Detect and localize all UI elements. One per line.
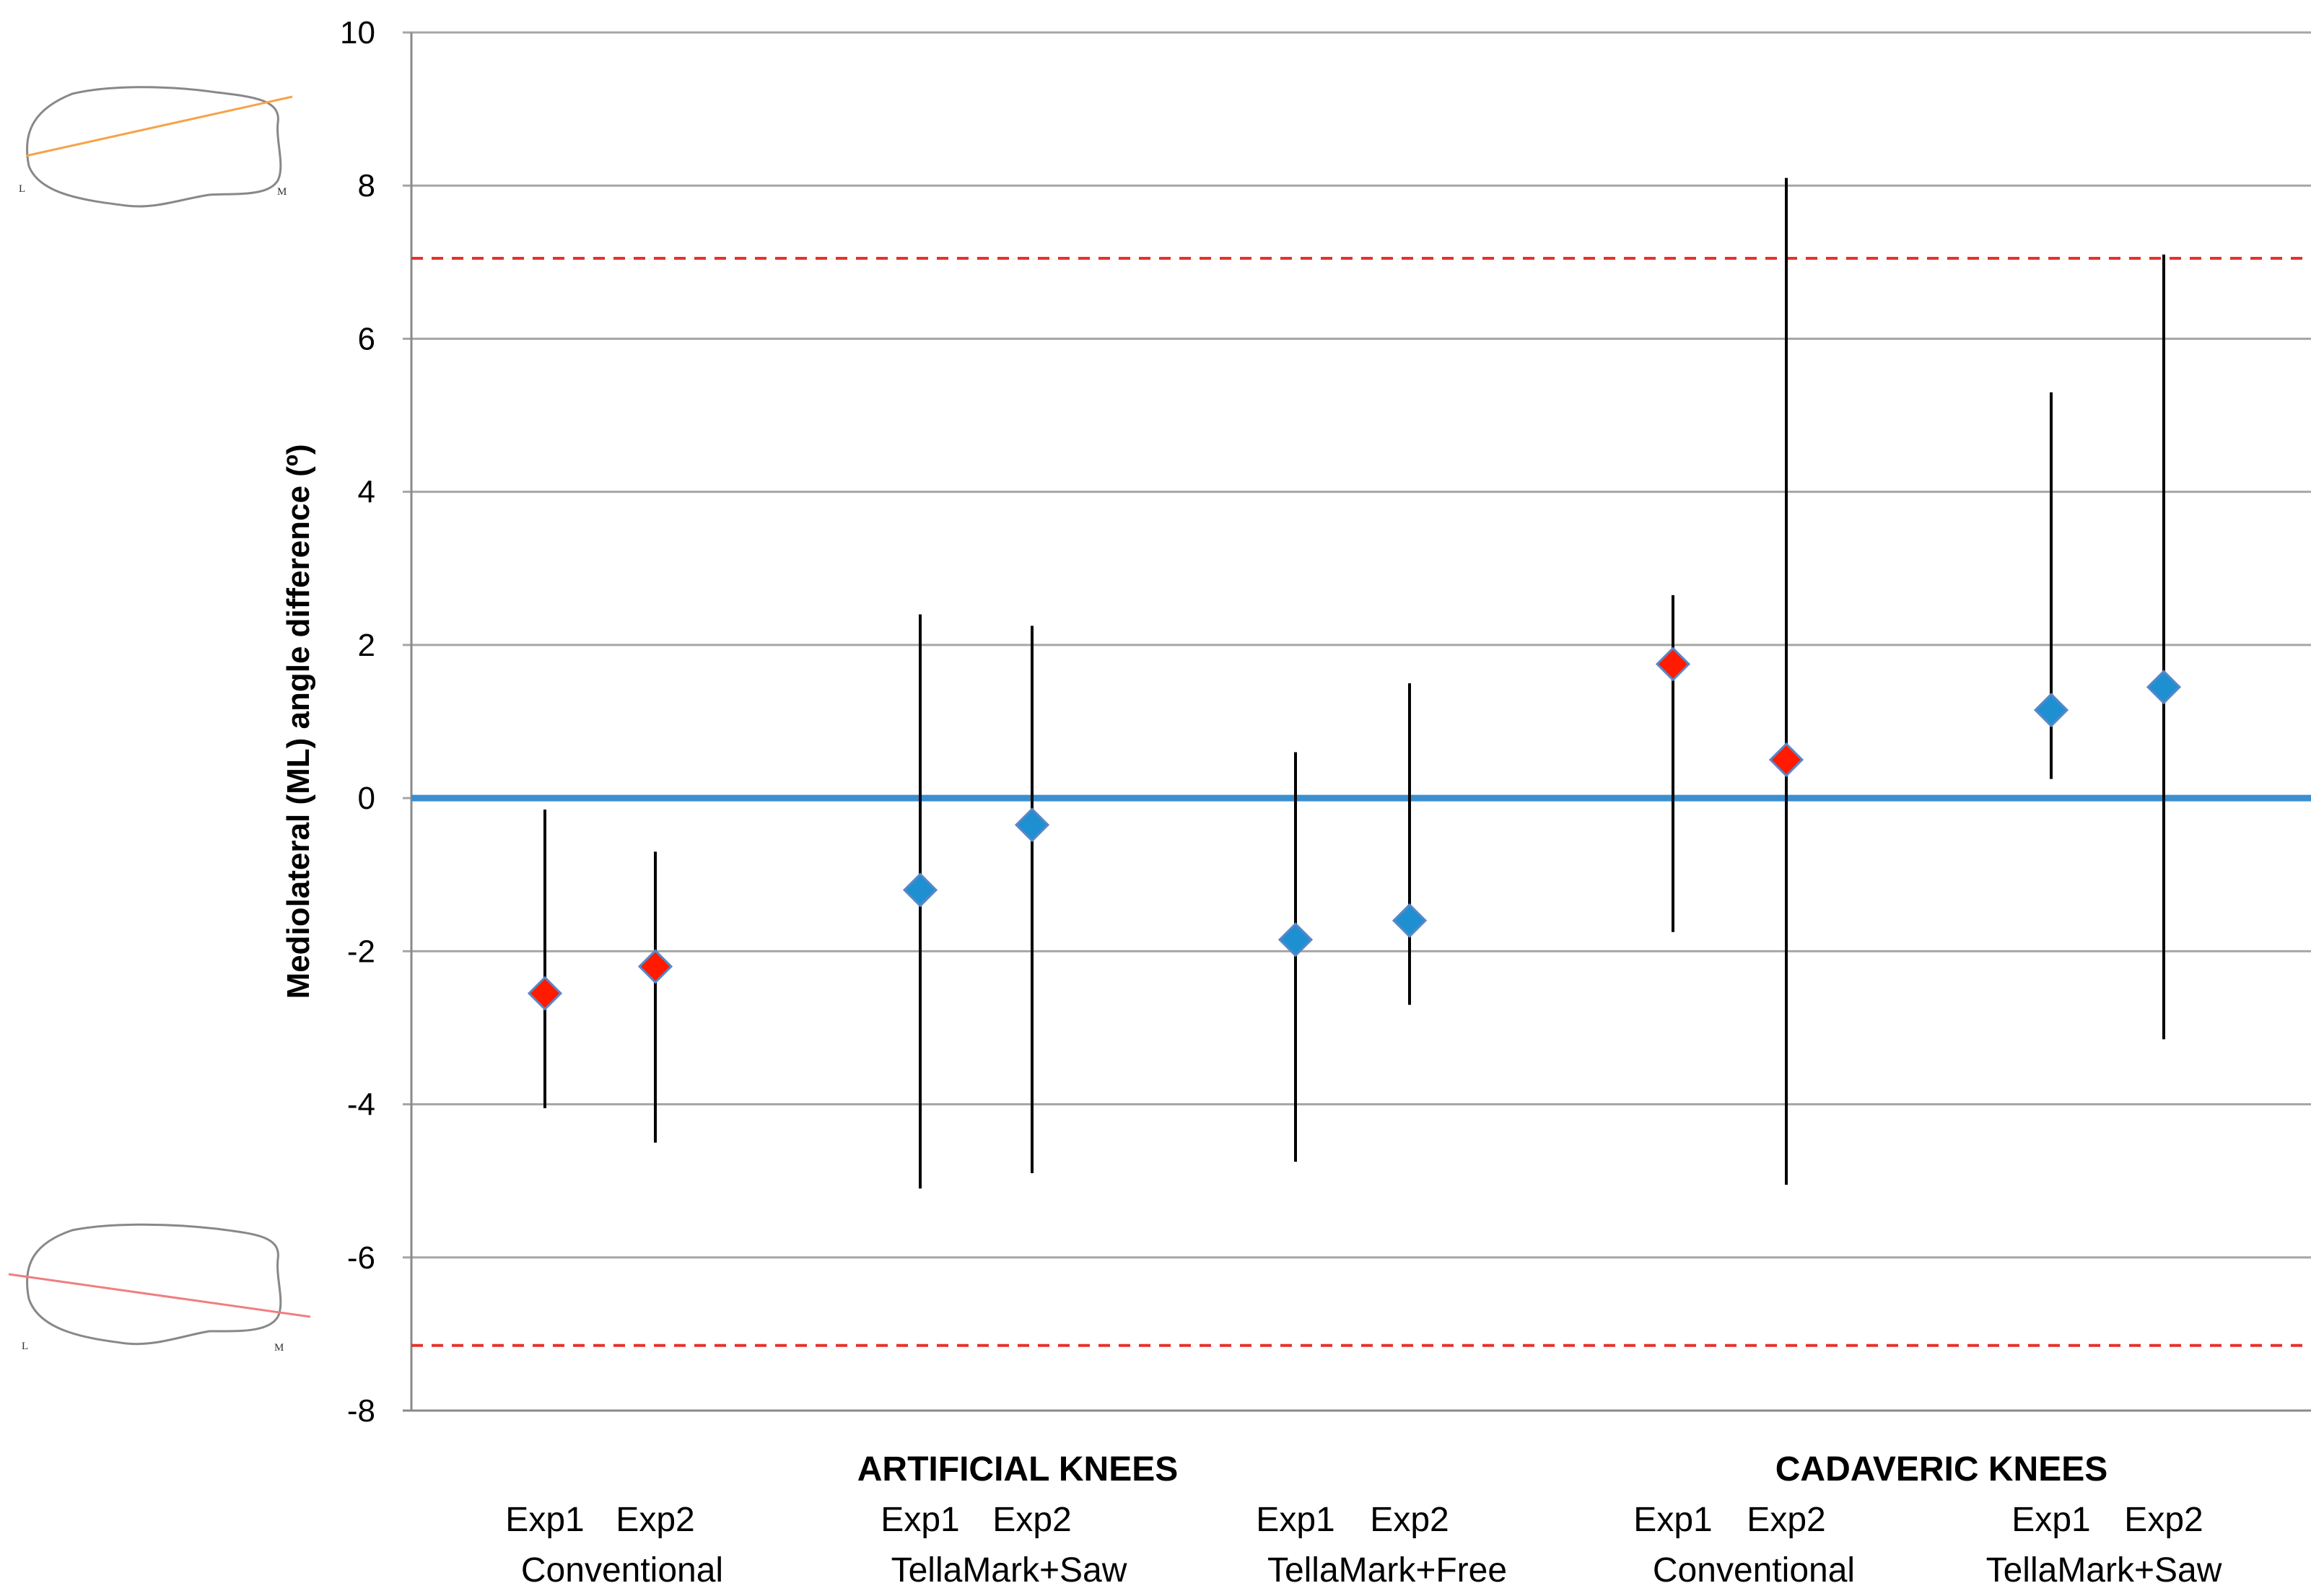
data-point-marker (1768, 742, 1804, 778)
exp-label: Exp1 (881, 1501, 959, 1539)
reference-lines (411, 257, 2311, 1347)
y-axis-label: Mediolateral (ML) angle difference (º) (281, 444, 316, 999)
inset-top-l-label: L (19, 183, 25, 195)
exp-label: Exp2 (1747, 1501, 1825, 1539)
y-tick-label: 6 (358, 321, 375, 356)
y-tick-label: 2 (358, 628, 375, 663)
y-axis-ticks: 10 8 6 4 2 0 -2 -4 -6 -8 (340, 15, 375, 1429)
experiment-labels: Exp1 Exp2 Exp1 Exp2 Exp1 Exp2 Exp1 Exp2 Exp1 Exp2 (505, 1501, 2203, 1539)
exp-label: Exp1 (1633, 1501, 1712, 1539)
inset-top-patella-icon: L M (19, 86, 293, 208)
data-point-marker (902, 872, 938, 908)
data-point-marker (1392, 903, 1428, 939)
y-tick-label: 10 (340, 15, 375, 51)
inset-bottom-cut-line (8, 1273, 311, 1318)
inset-bottom-patella-icon: L M (8, 1223, 311, 1354)
data-point-marker (2033, 692, 2069, 728)
inset-bottom-outline (26, 1223, 282, 1346)
exp-label: Exp2 (616, 1501, 694, 1539)
y-tick-label: 0 (358, 781, 375, 816)
data-point-marker (637, 949, 673, 984)
inset-top-outline (26, 86, 282, 208)
inset-top-cut-line (25, 95, 293, 157)
method-label-tellamark-free: TellaMark+Free (1267, 1551, 1507, 1590)
data-point-marker (1277, 922, 1314, 957)
method-label-tellamark-saw-cadaveric: TellaMark+Saw (1986, 1551, 2222, 1590)
y-tick-label: -2 (347, 934, 375, 969)
data-point-marker (1014, 807, 1050, 843)
error-bars (543, 177, 2165, 1189)
exp-label: Exp2 (1370, 1501, 1449, 1539)
exp-label: Exp2 (2124, 1501, 2203, 1539)
y-tick-label: -6 (347, 1240, 375, 1276)
y-tick-label: 4 (358, 475, 375, 510)
inset-top-m-label: M (277, 186, 287, 198)
group-label-cadaveric: CADAVERIC KNEES (1775, 1450, 2108, 1488)
method-label-tellamark-saw-artificial: TellaMark+Saw (891, 1551, 1127, 1590)
data-markers (527, 646, 2182, 1011)
y-tick-label: 8 (358, 168, 375, 203)
data-point-marker (2146, 670, 2182, 705)
exp-label: Exp1 (505, 1501, 584, 1539)
y-tick-label: -8 (347, 1393, 375, 1429)
exp-label: Exp1 (1256, 1501, 1334, 1539)
method-label-conventional-cadaveric: Conventional (1653, 1551, 1855, 1590)
method-label-conventional-artificial: Conventional (521, 1551, 723, 1590)
inset-bottom-m-label: M (274, 1342, 284, 1354)
exp-label: Exp2 (992, 1501, 1071, 1539)
data-point-marker (527, 975, 563, 1011)
data-point-marker (1655, 646, 1691, 682)
grid-lines (403, 31, 2311, 1412)
y-tick-label: -4 (347, 1087, 375, 1123)
group-label-artificial: ARTIFICIAL KNEES (857, 1450, 1178, 1488)
inset-bottom-l-label: L (22, 1341, 28, 1352)
exp-label: Exp1 (2011, 1501, 2090, 1539)
